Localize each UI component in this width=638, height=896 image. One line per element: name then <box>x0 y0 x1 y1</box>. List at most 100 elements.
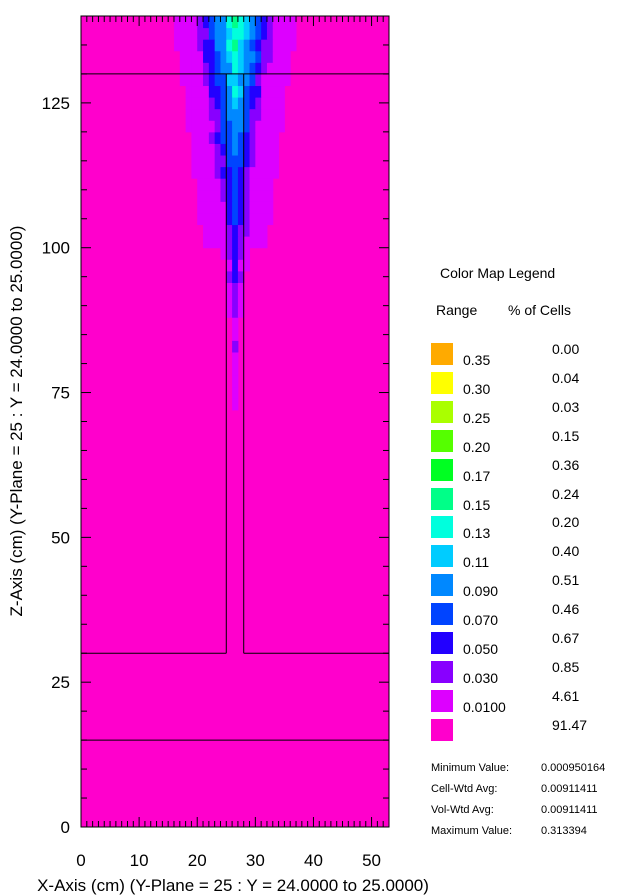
heatmap-cell <box>208 212 216 226</box>
heatmap-cell <box>232 166 239 179</box>
heatmap-cell <box>237 50 245 63</box>
heatmap-cell <box>208 50 216 63</box>
heatmap-cell <box>226 120 233 133</box>
heatmap-cell <box>220 212 227 226</box>
heatmap-cell <box>185 120 192 133</box>
heatmap-cell <box>261 224 268 237</box>
stat-min-value: 0.000950164 <box>541 762 606 774</box>
heatmap-cell <box>278 73 285 87</box>
heatmap-cell <box>226 294 233 307</box>
heatmap-cell <box>266 27 274 40</box>
heatmap-cell <box>266 50 274 63</box>
legend-swatch <box>431 632 453 654</box>
heatmap-cell <box>214 108 221 121</box>
heatmap-cell <box>249 27 256 40</box>
heatmap-cell <box>208 27 216 40</box>
y-tick-label: 125 <box>42 94 70 113</box>
heatmap-cell <box>266 189 274 202</box>
heatmap-cell <box>243 85 251 98</box>
heatmap-cell <box>261 212 268 226</box>
heatmap-cell <box>272 120 280 133</box>
legend-swatch <box>431 718 453 741</box>
heatmap-cell <box>226 166 233 179</box>
heatmap-cell <box>243 73 251 87</box>
heatmap-cell <box>214 236 221 249</box>
heatmap-cell <box>249 166 256 179</box>
heatmap-cell <box>203 97 210 110</box>
heatmap-cell <box>261 166 268 179</box>
heatmap-cell <box>214 224 221 237</box>
heatmap-cell <box>243 155 251 168</box>
heatmap-cell <box>272 143 280 156</box>
heatmap-cell <box>226 305 233 318</box>
heatmap-cell <box>243 131 251 144</box>
heatmap-cell <box>272 131 280 144</box>
heatmap-cell <box>266 85 274 98</box>
heatmap-cell <box>226 27 233 40</box>
heatmap-cell <box>255 62 262 75</box>
x-tick-label: 0 <box>76 851 85 870</box>
legend-range-label: 0.30 <box>463 380 491 397</box>
heatmap-cell <box>191 166 198 179</box>
heatmap-cell <box>173 39 181 52</box>
heatmap-cell <box>208 85 216 98</box>
heatmap-cell <box>191 120 198 133</box>
heatmap-cell <box>226 270 233 283</box>
legend-swatch <box>431 689 453 712</box>
heatmap-cell <box>226 282 233 295</box>
heatmap-cell <box>261 236 268 249</box>
heatmap-cell <box>226 39 233 52</box>
heatmap-cell <box>226 178 233 191</box>
heatmap-cell <box>226 50 233 63</box>
heatmap-cell <box>226 85 233 98</box>
heatmap-cell <box>191 62 198 75</box>
heatmap-cell <box>237 247 245 260</box>
x-tick-label: 40 <box>304 851 323 870</box>
heatmap-cell <box>237 120 245 133</box>
legend-pct-label: 0.85 <box>552 658 580 675</box>
heatmap-cell <box>203 27 210 40</box>
heatmap-cell <box>191 50 198 63</box>
heatmap-cell <box>208 108 216 121</box>
heatmap-cell <box>208 155 216 168</box>
heatmap-cell <box>220 108 227 121</box>
heatmap-cell <box>208 120 216 133</box>
heatmap-cell <box>249 178 256 191</box>
heatmap-cell <box>255 236 262 249</box>
heatmap-cell <box>249 155 256 168</box>
heatmap-cell <box>173 27 181 40</box>
heatmap-cell <box>243 120 251 133</box>
heatmap-cell <box>237 131 245 144</box>
heatmap-cell <box>255 143 262 156</box>
legend-range-label: 0.0100 <box>463 698 506 715</box>
y-axis-label: Z-Axis (cm) (Y-Plane = 25 : Y = 24.0000 … <box>7 226 26 617</box>
heatmap-cell <box>197 120 204 133</box>
heatmap-cell <box>214 189 221 202</box>
heatmap-cell <box>197 189 204 202</box>
heatmap-cell <box>203 178 210 191</box>
heatmap-cell <box>232 294 239 307</box>
heatmap-cell <box>278 85 285 98</box>
heatmap-cell <box>179 27 187 40</box>
heatmap-cell <box>278 27 285 40</box>
heatmap-cell <box>237 166 245 179</box>
x-tick-label: 50 <box>362 851 381 870</box>
heatmap-cell <box>220 201 227 214</box>
heatmap-cell <box>261 97 268 110</box>
heatmap-cell <box>237 189 245 202</box>
heatmap-cell <box>185 16 192 29</box>
heatmap-cell <box>226 73 233 87</box>
heatmap-cell <box>232 201 239 214</box>
heatmap-cell <box>226 155 233 168</box>
heatmap-cell <box>278 108 285 121</box>
heatmap-cell <box>191 85 198 98</box>
heatmap-cell <box>249 120 256 133</box>
heatmap-cell <box>220 247 227 260</box>
heatmap-cell <box>261 39 268 52</box>
heatmap-cell <box>226 108 233 121</box>
heatmap-cell <box>232 282 239 295</box>
heatmap-cell <box>214 178 221 191</box>
heatmap-cell <box>249 131 256 144</box>
heatmap-cell <box>208 189 216 202</box>
